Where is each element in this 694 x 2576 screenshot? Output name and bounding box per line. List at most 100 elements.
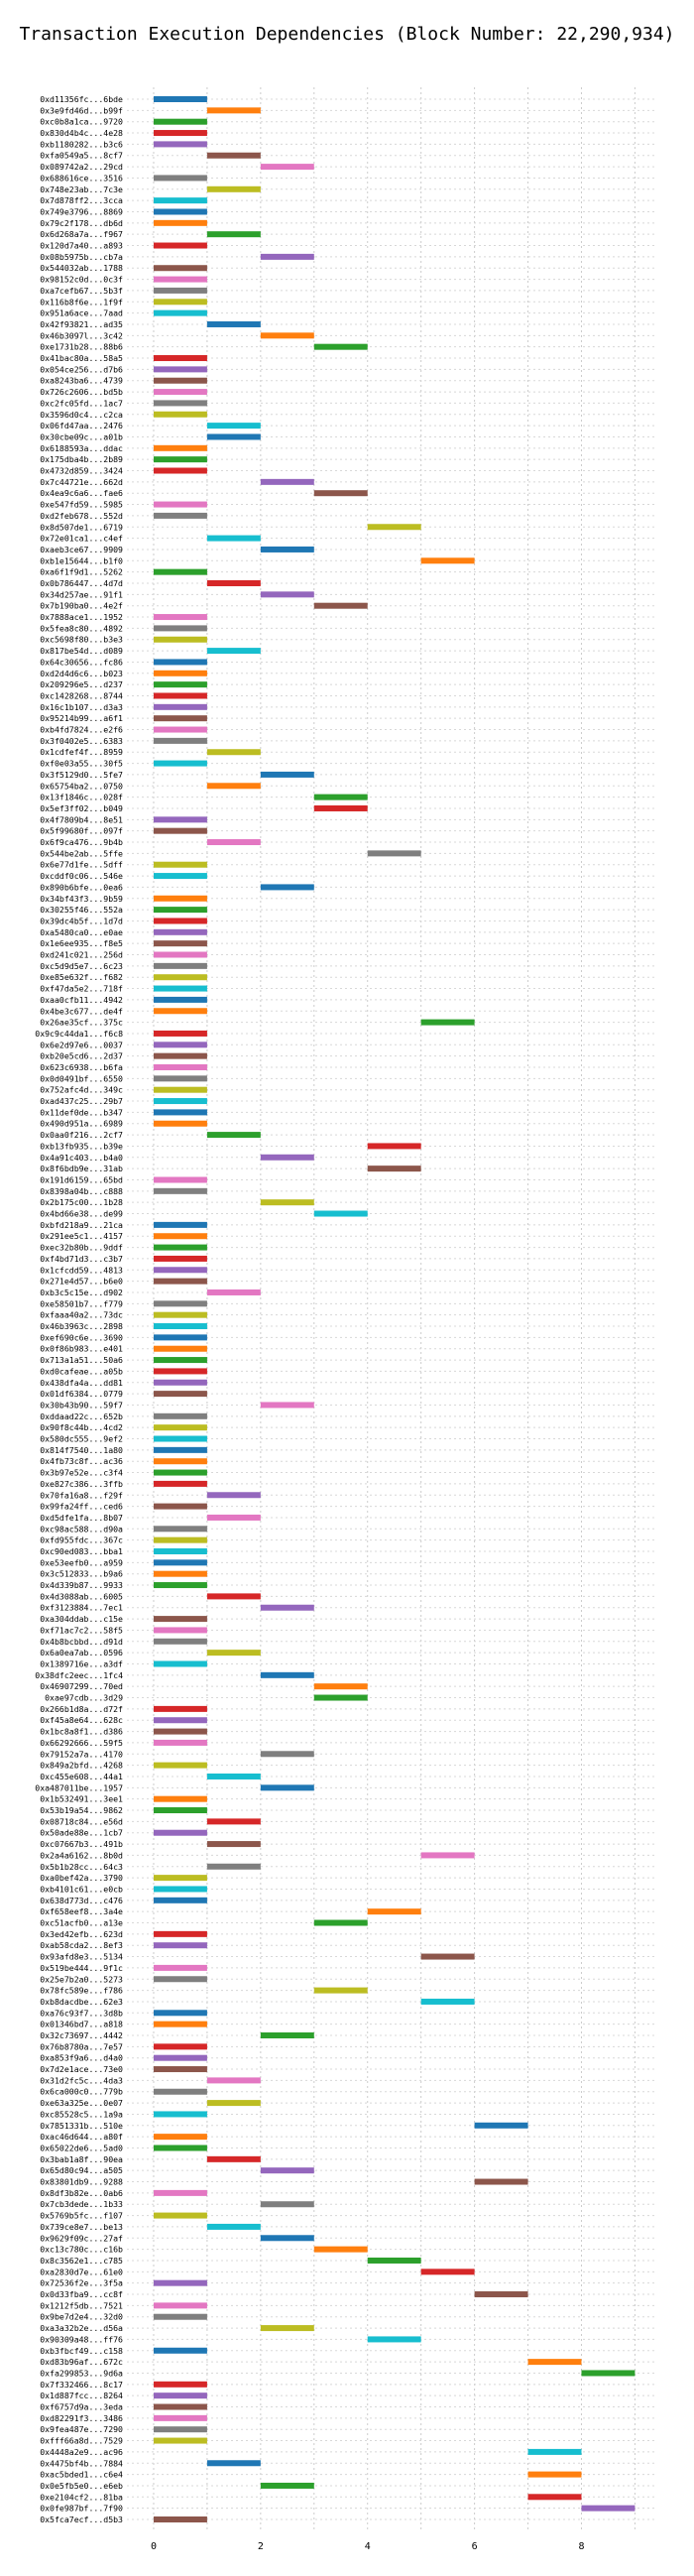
y-tick-label: 0x90309a48...ff76 [40,2334,123,2344]
transaction-bar [153,265,207,272]
transaction-bar [420,2269,475,2275]
transaction-bar [420,557,475,564]
y-tick-label: 0x98152c0d...0c3f [40,275,123,285]
y-tick-label: 0xf6757d9a...3eda [40,2402,123,2412]
y-tick-label: 0x7cb3dede...1b33 [40,2199,123,2209]
y-tick-label: 0xf4bd71d3...c3b7 [40,1254,123,1264]
y-tick-label: 0x01df6384...0779 [40,1389,123,1399]
transaction-bar [153,2010,207,2017]
x-tick-label: 0 [151,2541,157,2552]
y-tick-label: 0x266b1d8a...d72f [40,1704,123,1714]
y-tick-label: 0x46b3963c...2898 [40,1321,123,1331]
transaction-bar [153,873,207,880]
transaction-bar [153,1458,207,1465]
y-tick-label: 0x76b8780a...7e57 [40,2041,123,2051]
transaction-bar [153,2381,207,2388]
y-tick-label: 0xfd955fdc...367c [40,1535,123,1545]
transaction-bar [153,1391,207,1398]
y-tick-label: 0xf71ac7c2...58f5 [40,1625,123,1635]
transaction-bar [260,253,314,260]
transaction-bar [206,1492,261,1499]
grid-layer [127,87,656,2531]
y-tick-label: 0x30255f46...552a [40,905,123,915]
y-tick-label: 0x739ce8e7...be13 [40,2222,123,2232]
y-tick-label: 0xb1e15644...b1f0 [40,555,123,565]
transaction-bar [153,1660,207,1667]
y-tick-label: 0x4a91c403...b4a0 [40,1153,123,1163]
y-tick-label: 0x39dc4b5f...1d7d [40,916,123,925]
transaction-bar [153,715,207,722]
y-tick-label: 0x3e9fd46d...b99f [40,105,123,115]
transaction-bar [153,2088,207,2095]
y-tick-label: 0xf658eef8...3a4e [40,1906,123,1916]
y-tick-label: 0x116b8f6e...1f9f [40,297,123,307]
y-tick-label: 0xac5bded1...c6e4 [40,2470,123,2480]
transaction-bar [206,783,261,790]
y-tick-label: 0x42f93821...ad35 [40,319,123,329]
transaction-bar [153,444,207,451]
y-tick-label: 0x3f5129d0...5fe7 [40,770,123,780]
y-tick-label: 0x34d257ae...91f1 [40,589,123,599]
transaction-bar [367,524,421,531]
y-tick-label: 0xac46d644...a80f [40,2132,123,2142]
transaction-bar [260,1154,314,1161]
transaction-bar [153,962,207,969]
y-tick-label: 0xa7cefb67...5b3f [40,286,123,296]
transaction-bar [153,1323,207,1330]
transaction-bar [153,1098,207,1105]
y-tick-label: 0xfaaa40a2...73dc [40,1310,123,1320]
y-tick-label: 0x13f1846c...028f [40,793,123,802]
transaction-bar [153,377,207,384]
y-tick-label: 0xc98ac588...d90a [40,1524,123,1533]
y-tick-label: 0x5769b5fc...f107 [40,2211,123,2221]
transaction-bar [153,636,207,643]
transaction-bar [367,1908,421,1915]
y-tick-label: 0xfff66a8d...7529 [40,2436,123,2446]
y-tick-label: 0x120d7a40...a893 [40,241,123,251]
transaction-bar [153,1075,207,1082]
transaction-bar [153,1412,207,1419]
y-tick-label: 0xe2104cf2...81ba [40,2492,123,2502]
y-tick-label: 0x544032ab...1788 [40,263,123,273]
y-tick-label: 0x830d4b4c...4e28 [40,128,123,138]
y-tick-label: 0x65022de6...5ad0 [40,2143,123,2152]
transaction-bar [153,985,207,992]
y-tick-label: 0x713a1a51...50a6 [40,1355,123,1365]
y-tick-label: 0xd2d4d6c6...b023 [40,669,123,678]
y-tick-label: 0x6e77d1fe...5dff [40,860,123,870]
y-tick-label: 0x2a4a6162...8b0d [40,1850,123,1860]
transaction-bar [153,208,207,215]
transaction-bar [153,366,207,373]
y-tick-label: 0xf3123884...7ec1 [40,1603,123,1613]
transaction-bar [153,670,207,676]
transaction-bar [153,1728,207,1735]
y-tick-label: 0xc0b8a1ca...9720 [40,117,123,127]
y-tick-label: 0x817be54d...d089 [40,646,123,656]
y-tick-label: 0x46907299...70ed [40,1681,123,1691]
y-tick-label: 0x6a0ea7ab...0596 [40,1648,123,1657]
y-tick-label: 0x7851331b...510e [40,2121,123,2131]
y-tick-label: 0x4b8bcbbd...d91d [40,1637,123,1647]
y-tick-label: 0x9c9c44da1...f6c8 [35,1029,123,1039]
transaction-bar [153,1807,207,1814]
y-tick-label: 0xb4101c61...e0cb [40,1884,123,1894]
y-tick-label: 0x3ed42efb...623d [40,1929,123,1939]
transaction-bar [153,1267,207,1274]
transaction-bar [206,231,261,238]
transaction-bar [206,1132,261,1139]
transaction-bar [313,343,368,350]
y-tick-label: 0xfa299853...9d6a [40,2368,123,2378]
y-tick-label: 0xa76c93f7...3d8b [40,2008,123,2018]
transaction-bar [206,423,261,429]
y-tick-label: 0xa487011be...1957 [35,1782,123,1792]
y-tick-label: 0xa0bef42a...3790 [40,1873,123,1883]
transaction-bar [153,2403,207,2410]
transaction-bar [153,2134,207,2141]
transaction-bar [153,1795,207,1802]
transaction-bar [153,2111,207,2118]
y-tick-label: 0x519be444...9f1c [40,1963,123,1973]
x-tick-label: 6 [472,2541,478,2552]
y-tick-label: 0xae97cdb...3d29 [45,1693,123,1703]
y-tick-label: 0x5f99680f...097f [40,826,123,836]
transaction-bar [206,1593,261,1600]
